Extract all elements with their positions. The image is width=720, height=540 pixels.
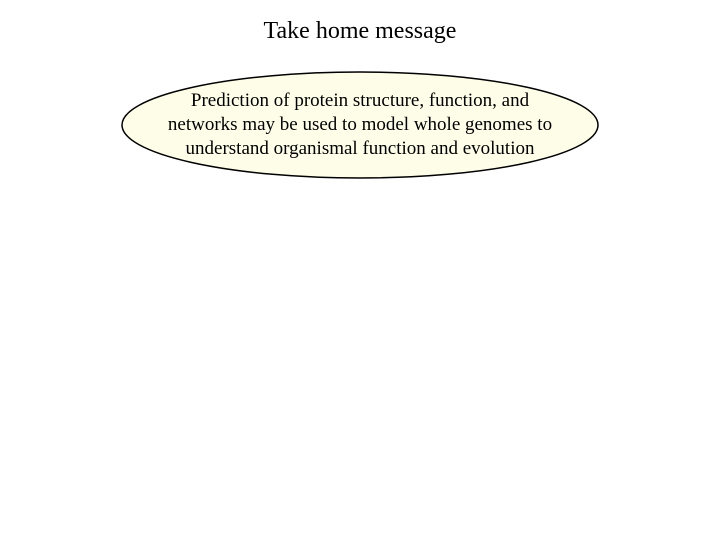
slide-title: Take home message (0, 18, 720, 45)
message-text: Prediction of protein structure, functio… (120, 70, 600, 180)
message-ellipse: Prediction of protein structure, functio… (120, 70, 600, 180)
